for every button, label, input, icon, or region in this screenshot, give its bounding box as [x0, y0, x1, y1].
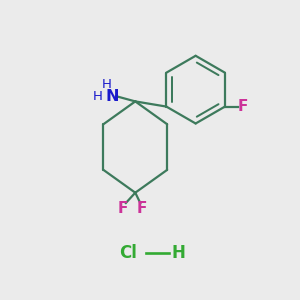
Text: H: H	[102, 78, 112, 92]
Text: H: H	[93, 90, 103, 103]
Text: F: F	[136, 201, 147, 216]
Text: F: F	[238, 99, 248, 114]
Text: H: H	[171, 244, 185, 262]
Text: F: F	[118, 201, 128, 216]
Text: Cl: Cl	[119, 244, 137, 262]
Text: N: N	[106, 88, 119, 104]
